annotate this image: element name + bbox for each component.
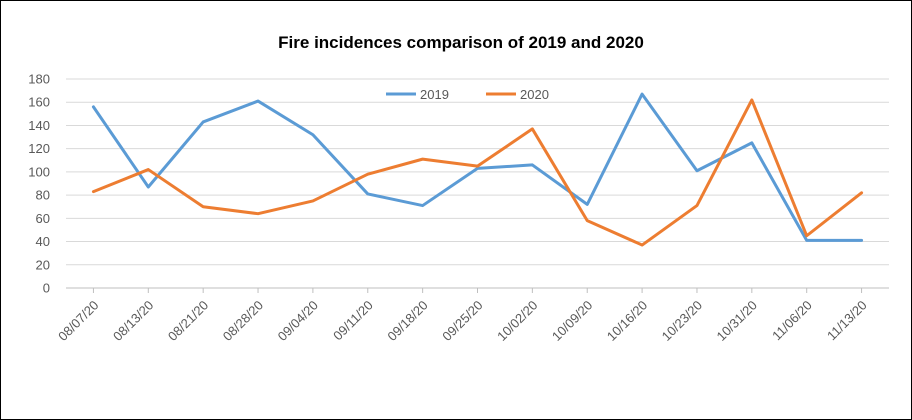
x-tick-label: 09/04/20 [275, 298, 321, 344]
legend-label-2020: 2020 [520, 87, 549, 102]
x-tick-label: 08/13/20 [110, 298, 156, 344]
y-tick-label: 40 [36, 234, 50, 249]
y-tick-label: 20 [36, 257, 50, 272]
y-tick-label: 0 [43, 281, 50, 296]
x-tick-label: 10/23/20 [659, 298, 705, 344]
x-tick-label: 08/28/20 [220, 298, 266, 344]
x-tick-label: 09/11/20 [330, 298, 376, 344]
legend-label-2019: 2019 [420, 87, 449, 102]
y-tick-label: 80 [36, 188, 50, 203]
y-tick-label: 60 [36, 211, 50, 226]
x-tick-label: 08/07/20 [55, 298, 101, 344]
x-tick-label: 09/18/20 [384, 298, 430, 344]
x-tick-label: 11/13/20 [824, 298, 870, 344]
y-axis: 0 20 40 60 80 100 120 140 160 180 [28, 72, 50, 296]
x-tick-label: 10/02/20 [494, 298, 540, 344]
x-tick-label: 11/06/20 [769, 298, 815, 344]
series-group [91, 92, 864, 247]
chart-title: Fire incidences comparison of 2019 and 2… [278, 33, 644, 52]
gridlines [66, 78, 889, 289]
legend: 2019 2020 [386, 87, 549, 102]
y-tick-label: 180 [28, 72, 50, 87]
y-tick-label: 120 [28, 141, 50, 156]
x-tick-label: 10/31/20 [714, 298, 760, 344]
y-tick-label: 100 [28, 164, 50, 179]
y-tick-label: 160 [28, 95, 50, 110]
x-tick-label: 08/21/20 [165, 298, 211, 344]
x-tick-label: 10/09/20 [549, 298, 595, 344]
x-axis: 08/07/20 08/13/20 08/21/20 08/28/20 09/04/20… [55, 288, 870, 344]
x-tick-label: 09/25/20 [439, 298, 485, 344]
x-tick-label: 10/16/20 [604, 298, 650, 344]
y-tick-label: 140 [28, 118, 50, 133]
series-line-2019 [91, 92, 864, 242]
series-line-2020 [91, 98, 864, 247]
